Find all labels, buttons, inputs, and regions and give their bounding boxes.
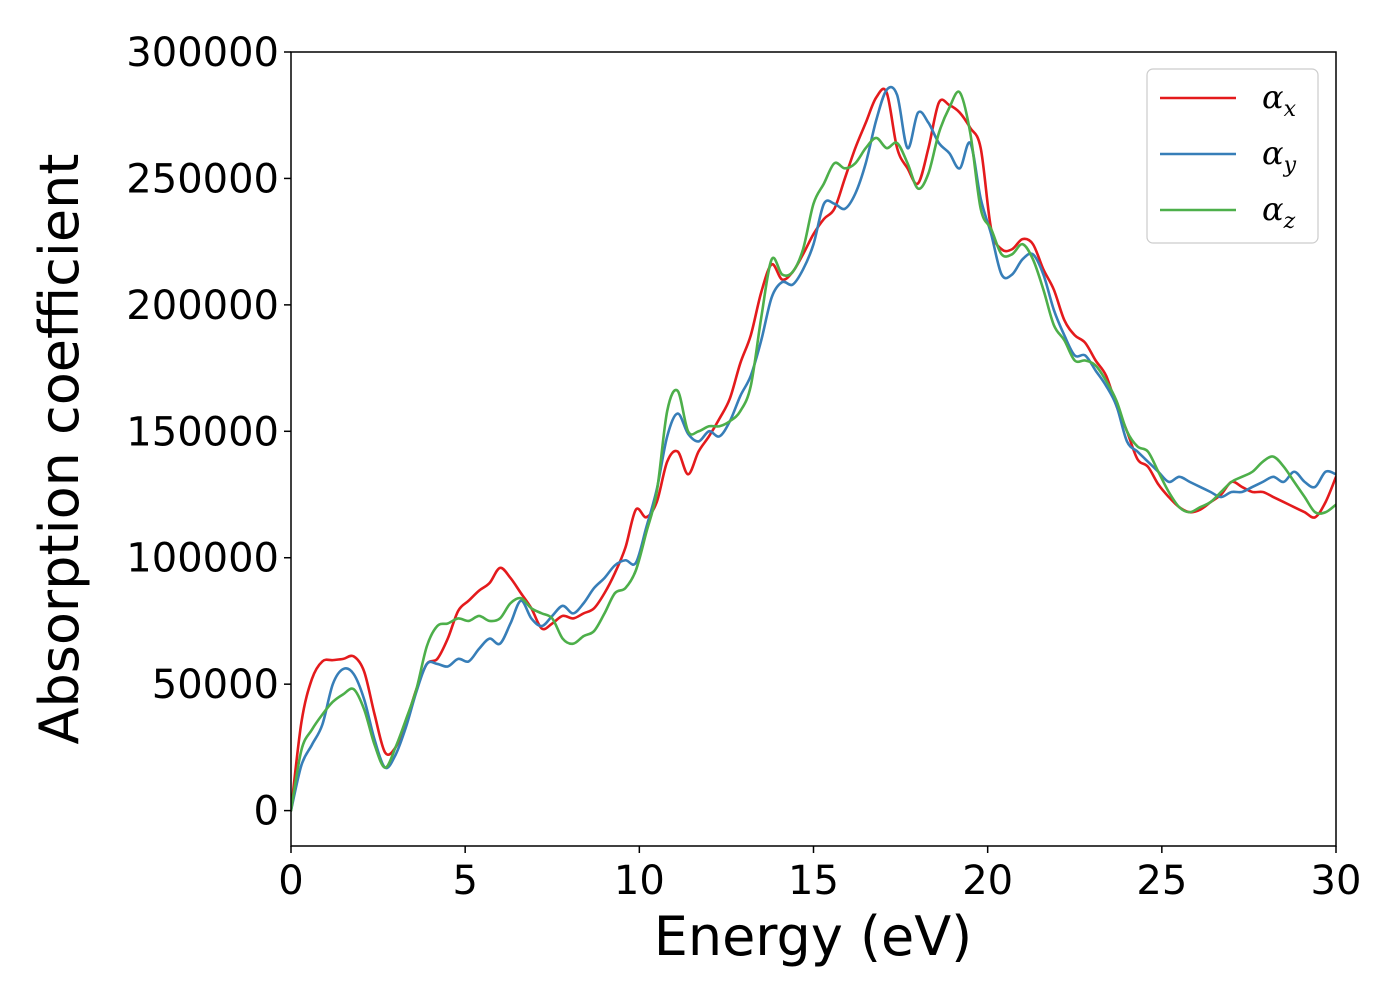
legend-label-base: α <box>1262 78 1284 116</box>
x-tick-label: 20 <box>962 858 1013 904</box>
series-layer <box>291 85 1336 812</box>
x-axis-title: Energy (eV) <box>654 905 973 968</box>
x-tick-label: 30 <box>1311 858 1362 904</box>
x-tick-label: 0 <box>278 858 303 904</box>
plot-area <box>290 51 1337 847</box>
legend-label-subscript: y <box>1283 153 1297 178</box>
x-axis-ticks: 0 5 10 15 20 25 30 <box>278 846 1361 904</box>
legend-label-base: α <box>1262 134 1284 172</box>
y-tick-label: 100000 <box>126 536 279 582</box>
legend-label-y: αy <box>1262 134 1297 178</box>
x-tick-label: 15 <box>788 858 839 904</box>
series-line-z <box>291 90 1336 812</box>
x-tick-label: 25 <box>1136 858 1187 904</box>
y-tick-label: 250000 <box>126 156 279 202</box>
series-line-x <box>291 87 1336 812</box>
legend-label-z: αz <box>1262 190 1296 234</box>
legend-label-subscript: x <box>1284 97 1297 122</box>
legend-label-base: α <box>1262 190 1284 228</box>
y-tick-label: 150000 <box>126 409 279 455</box>
y-tick-label: 0 <box>254 789 279 835</box>
y-tick-label: 50000 <box>152 662 279 708</box>
legend-box <box>1146 68 1319 244</box>
y-tick-label: 300000 <box>126 30 279 76</box>
legend-label-x: αx <box>1262 78 1297 122</box>
legend-label-subscript: z <box>1283 209 1296 234</box>
x-tick-label: 5 <box>452 858 477 904</box>
x-tick-label: 10 <box>614 858 665 904</box>
y-axis-title: Absorption coefficient <box>28 154 91 745</box>
y-axis-ticks: 0 50000 100000 150000 200000 250000 300000 <box>126 30 291 835</box>
y-tick-label: 200000 <box>126 283 279 329</box>
